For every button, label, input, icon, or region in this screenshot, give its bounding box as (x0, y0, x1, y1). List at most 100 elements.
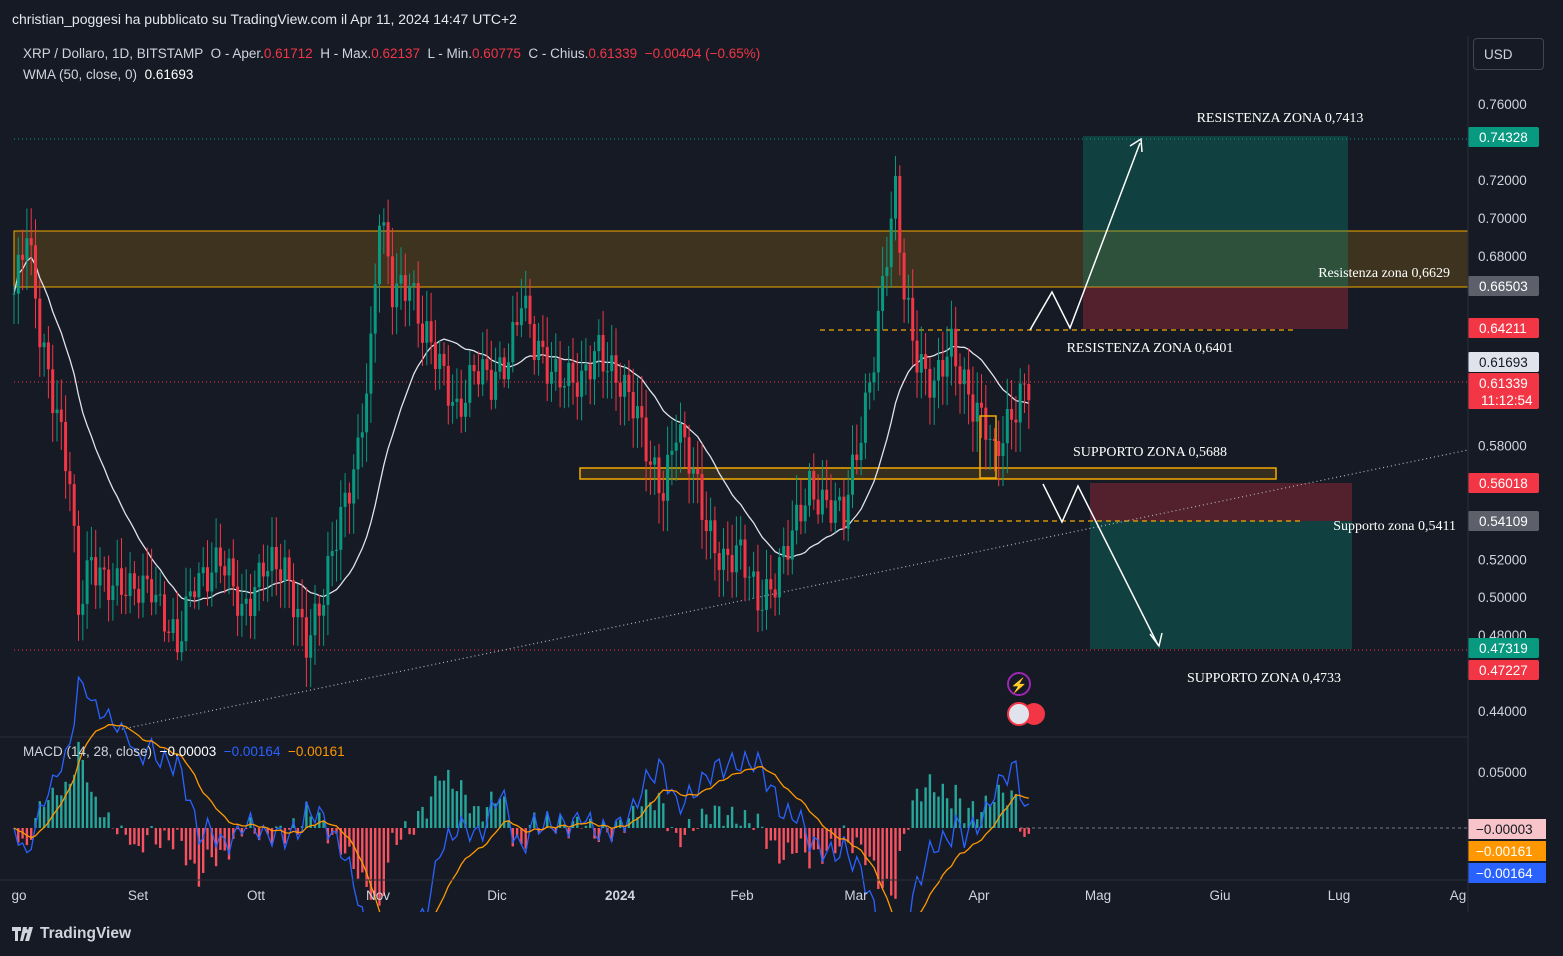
macd-hist-bar (55, 795, 59, 828)
candle (274, 517, 278, 596)
candle (769, 554, 773, 609)
macd-hist-bar (761, 826, 764, 828)
macd-hist-bar (619, 819, 622, 828)
publisher-caption: christian_poggesi ha pubblicato su Tradi… (12, 11, 517, 27)
wma-legend[interactable]: WMA (50, close, 0) 0.61693 (23, 67, 193, 82)
candle (786, 519, 790, 576)
candle (386, 199, 390, 285)
macd-legend[interactable]: MACD (14, 28, close) −0.00003 −0.00164 −… (23, 744, 345, 759)
candle (868, 372, 872, 410)
tradingview-logo[interactable]: TradingView (12, 925, 131, 943)
macd-hist-bar (425, 818, 428, 828)
candle (842, 480, 846, 541)
macd-hist-bar (597, 828, 600, 842)
price-axis: 0.76000 0.72000 0.70000 0.68000 0.58000 0.520… (1468, 97, 1539, 719)
candle (941, 331, 945, 405)
footer-bar (0, 912, 1563, 956)
macd-hist-bar (146, 828, 149, 836)
macd-hist-bar (980, 812, 983, 828)
candle-body (335, 549, 338, 552)
candle-body (562, 385, 566, 388)
macd-hist-bar (571, 821, 575, 828)
candle (519, 278, 523, 338)
currency-button[interactable]: USD (1473, 38, 1544, 70)
candle (227, 548, 231, 595)
candle-body (580, 370, 584, 397)
macd-hist-bar (816, 828, 820, 850)
symbol-label[interactable]: XRP / Dollaro, 1D, BITSTAMP (23, 46, 204, 61)
candle (322, 588, 326, 646)
candle (971, 366, 975, 452)
candle-body (941, 359, 945, 377)
candle-body (21, 254, 25, 260)
candle (618, 362, 622, 426)
candle (425, 290, 429, 366)
candle (163, 581, 166, 642)
candle-body (403, 275, 407, 301)
candle-body (150, 579, 154, 603)
candle-body (842, 496, 846, 529)
macd-hist-bar (343, 828, 347, 854)
price-label: 0.61693 (1468, 352, 1539, 372)
macd-hist-bar (184, 828, 188, 866)
candle (734, 516, 738, 598)
long-target-box (1083, 136, 1348, 287)
price-label-bg (1468, 276, 1539, 296)
candle (395, 253, 399, 335)
macd-hist-bar (653, 810, 656, 828)
candle (283, 539, 287, 609)
candle (666, 426, 670, 532)
macd-value-label: −0.00164 (1468, 863, 1546, 883)
candle-body (46, 342, 50, 370)
macd-hist-bar (511, 828, 514, 847)
candle-body (107, 569, 111, 600)
macd-hist-bar (150, 826, 153, 828)
macd-hist-bar (739, 825, 742, 828)
macd-hist-bar (791, 828, 794, 854)
candle-body (507, 362, 510, 380)
candle-body (515, 322, 519, 326)
candle-body (193, 591, 197, 598)
high-label: H - Max. (320, 46, 372, 61)
resistance-zone-band (13, 230, 1469, 288)
candle (881, 246, 885, 331)
price-tick-label: 0.70000 (1478, 211, 1527, 226)
zone-annotation: Supporto zona 0,5411 (1333, 519, 1456, 534)
current-setup-box (979, 415, 997, 479)
macd-hist-bar (77, 741, 80, 828)
price-tick-label: 0.76000 (1478, 97, 1527, 112)
candle (412, 270, 416, 311)
candle (442, 342, 446, 386)
macd-hist-bar (313, 825, 317, 828)
candle-body (519, 308, 523, 326)
price-label-bg (1468, 373, 1539, 409)
candle-body (919, 354, 923, 373)
candle-body (988, 438, 992, 440)
macd-tick-label: 0.05000 (1478, 765, 1527, 780)
candle-body (322, 604, 326, 616)
price-label-text: 0.56018 (1479, 476, 1528, 491)
candle (799, 479, 803, 535)
macd-hist-bar (752, 828, 755, 830)
candle-body (618, 382, 622, 397)
candle (326, 531, 330, 636)
candle (911, 269, 915, 366)
candle (902, 238, 906, 323)
macd-label-text: −0.00161 (1476, 844, 1533, 859)
candle (954, 306, 958, 396)
candle (365, 363, 369, 462)
candle-body (722, 548, 725, 570)
time-tick-label: Ott (247, 888, 265, 903)
macd-hist-bar (257, 828, 261, 841)
macd-hist-bar (963, 823, 966, 828)
candle-body (489, 369, 493, 400)
macd-hist-bar (442, 780, 446, 828)
macd-layer: 0.05000 −0.00003 −0.00161 −0.00164 (0, 675, 1546, 956)
price-label: 0.61339 11:12:54 (1468, 373, 1539, 409)
price-tick-label: 0.58000 (1478, 438, 1527, 453)
candle-body (1005, 408, 1009, 444)
price-label-bg (1468, 352, 1539, 372)
wma-value: 0.61693 (144, 67, 194, 82)
macd-hist-bar (141, 828, 145, 853)
